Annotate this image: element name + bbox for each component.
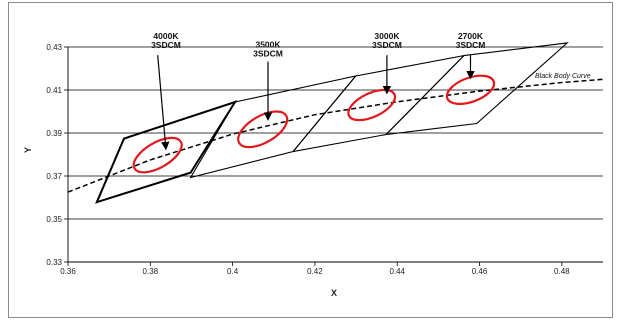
axes: 0.33 0.35 0.37 0.39 0.41 0.43 0.36 0.38 0.4 0.42 0… <box>46 43 603 276</box>
quadrangles <box>95 42 569 204</box>
sdcm-ellipses <box>132 74 496 174</box>
x-tick-label: 0.42 <box>307 267 323 276</box>
y-tick-label: 0.33 <box>46 258 62 267</box>
x-tick-label: 0.38 <box>143 267 159 276</box>
x-tick-label: 0.44 <box>389 267 405 276</box>
x-tick-label: 0.46 <box>472 267 488 276</box>
quadrangle-3500k <box>189 75 358 179</box>
black-body-curve <box>67 78 604 193</box>
cct-label-3000k: 3000K <box>374 31 400 41</box>
grid-lines <box>68 46 603 263</box>
black-body-curve-line <box>67 78 604 193</box>
black-body-curve-label: Black Body Curve <box>535 73 591 80</box>
x-axis-title: X <box>331 288 337 298</box>
sdcm-label-3000k: 3SDCM <box>372 40 402 50</box>
ellipse-4000k <box>132 136 183 174</box>
cct-label-2700k: 2700K <box>458 31 484 41</box>
sdcm-label-3500k: 3SDCM <box>253 49 283 59</box>
y-tick-label: 0.35 <box>46 215 62 224</box>
arrow-4000k <box>157 55 170 151</box>
y-tick-label: 0.37 <box>46 172 62 181</box>
cct-label-4000k: 4000K <box>153 31 179 41</box>
y-tick-label: 0.39 <box>46 129 62 138</box>
quadrangle-3000k <box>291 54 466 153</box>
y-tick-label: 0.43 <box>46 43 62 52</box>
chart-frame <box>8 2 613 318</box>
y-tick-label: 0.41 <box>46 86 62 95</box>
y-axis-title: Y <box>23 147 33 153</box>
ellipse-3500k <box>237 110 289 149</box>
cct-label-3500k: 3500K <box>255 40 281 50</box>
x-tick-label: 0.48 <box>554 267 570 276</box>
ellipse-3000k <box>347 88 397 122</box>
quadrangle-4000k <box>95 100 238 204</box>
x-tick-label: 0.36 <box>60 267 76 276</box>
sdcm-label-4000k: 3SDCM <box>151 40 181 50</box>
x-tick-label: 0.4 <box>227 267 239 276</box>
quadrangle-2700k <box>384 42 569 136</box>
sdcm-label-2700k: 3SDCM <box>456 40 486 50</box>
